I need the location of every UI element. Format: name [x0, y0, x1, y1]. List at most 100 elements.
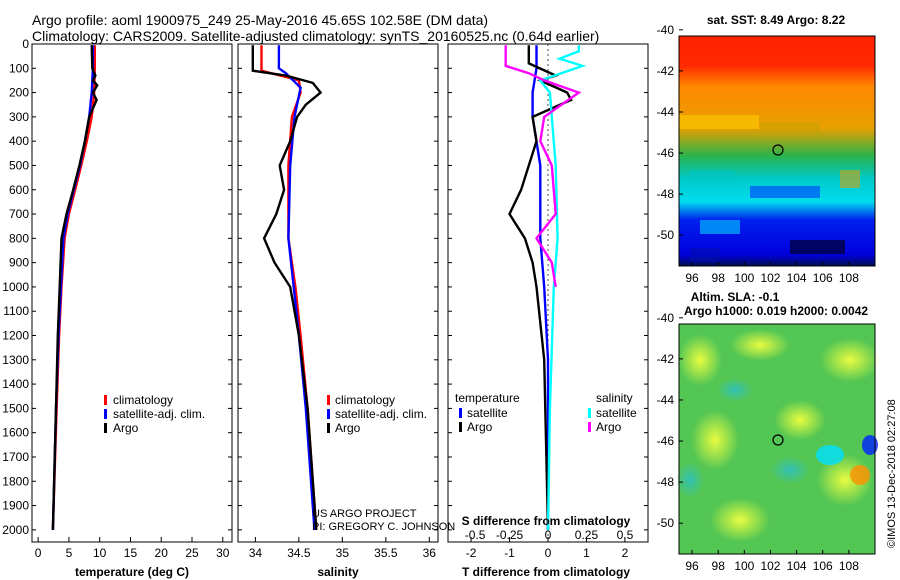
- depth-tick-label: 100: [9, 61, 29, 75]
- depth-tick-label: 400: [9, 134, 29, 148]
- depth-tick-label: 1300: [2, 353, 29, 367]
- title-line-1: Argo profile: aoml 1900975_249 25-May-20…: [32, 12, 489, 28]
- lat-tick-label: -48: [657, 475, 675, 489]
- x-tick-label: 5: [66, 546, 73, 560]
- salinity-xlabel: salinity: [317, 565, 359, 579]
- difference-xlabel: T difference from climatology: [462, 565, 630, 579]
- depth-tick-label: 800: [9, 231, 29, 245]
- lat-tick-label: -44: [657, 105, 675, 119]
- lat-tick-label: -46: [657, 434, 675, 448]
- sla-map-title-1: Altim. SLA: -0.1: [691, 290, 780, 304]
- sst-map: sat. SST: 8.49 Argo: 8.22 96 98 100 102 104 1…: [657, 13, 876, 285]
- lat-tick-label: -44: [657, 393, 675, 407]
- sal-legend-satellite-adj: satellite-adj. clim.: [335, 407, 427, 421]
- legend-t-argo: Argo: [467, 420, 493, 434]
- lon-tick-label: 106: [813, 271, 833, 285]
- depth-tick-label: 500: [9, 158, 29, 172]
- x-tick-label: 30: [216, 546, 230, 560]
- sla-lon-ticks: 96 98 100 102 104 106 108: [685, 550, 859, 573]
- salinity-depth-ticks: [238, 43, 438, 531]
- lon-tick-label: 104: [787, 559, 807, 573]
- difference-legend: temperature salinity satellite Argo sate…: [455, 391, 637, 434]
- lon-tick-label: 108: [839, 559, 859, 573]
- lon-tick-label: 102: [760, 271, 780, 285]
- sst-lon-ticks: 96 98 100 102 104 106 108: [685, 262, 859, 285]
- series-s-argo: [504, 45, 582, 288]
- legend-t-satellite: satellite: [467, 406, 508, 420]
- lat-tick-label: -40: [657, 311, 675, 325]
- credits-project: US ARGO PROJECT: [312, 508, 417, 520]
- x-tick-label: 15: [124, 546, 138, 560]
- depth-tick-label: 1200: [2, 329, 29, 343]
- credits-pi: PI: GREGORY C. JOHNSON: [312, 521, 456, 533]
- series-argo: [51, 45, 99, 530]
- temperature-series: [51, 45, 99, 530]
- depth-axis-ticks: 0 100 200 300 400 500 600 700 800 900 1000 1100 1200…: [2, 37, 232, 537]
- sal-legend-climatology: climatology: [335, 393, 395, 407]
- sla-lat-ticks: -40 -42 -44 -46 -48 -50: [657, 311, 683, 530]
- lat-tick-label: -42: [657, 352, 675, 366]
- legend-climatology: climatology: [113, 393, 173, 407]
- depth-tick-label: 1700: [2, 450, 29, 464]
- depth-tick-label: 600: [9, 183, 29, 197]
- sal-legend-argo: Argo: [335, 421, 361, 435]
- salinity-series: [251, 45, 323, 530]
- lon-tick-label: 108: [839, 271, 859, 285]
- x-tick-label: 20: [155, 546, 169, 560]
- imos-timestamp: ©IMOS 13-Dec-2018 02:27:08: [886, 399, 898, 548]
- depth-tick-label: 300: [9, 110, 29, 124]
- lat-tick-label: -46: [657, 146, 675, 160]
- lon-tick-label: 96: [685, 271, 699, 285]
- lon-tick-label: 96: [685, 559, 699, 573]
- legend-temperature-title: temperature: [455, 391, 520, 405]
- sst-map-title: sat. SST: 8.49 Argo: 8.22: [707, 13, 846, 27]
- x-tick-label: 34: [249, 546, 263, 560]
- lon-tick-label: 98: [712, 559, 726, 573]
- salinity-panel: 34 34.5 35 35.5 36 salinity climatology sate…: [237, 43, 439, 579]
- temperature-axis-ticks: 0 5 10 15 20 25 30: [35, 537, 230, 560]
- difference-depth-ticks: [448, 43, 648, 531]
- x-tick-label: 0: [545, 546, 552, 560]
- depth-tick-label: 1100: [3, 304, 29, 318]
- series-s-satellite: [538, 45, 587, 530]
- x-tick-label: -2: [466, 546, 477, 560]
- series-argo: [251, 45, 323, 530]
- x-tick-label: 35: [336, 546, 350, 560]
- legend-s-argo: Argo: [596, 420, 622, 434]
- salinity-difference-ticks: -0.5 -0.25 0 0.25 0.5: [465, 528, 634, 542]
- lat-tick-label: -48: [657, 187, 675, 201]
- sst-lat-ticks: -40 -42 -44 -46 -48 -50: [657, 23, 683, 242]
- depth-tick-label: 1900: [2, 499, 29, 513]
- temperature-xlabel: temperature (deg C): [75, 565, 189, 579]
- salinity-legend: climatology satellite-adj. clim. Argo: [327, 393, 427, 435]
- series-t-satellite: [531, 45, 550, 530]
- sla-map-title-2: Argo h1000: 0.019 h2000: 0.0042: [684, 304, 868, 318]
- s-diff-tick-label: -0.25: [496, 528, 524, 542]
- x-tick-label: 35.5: [374, 546, 398, 560]
- lat-tick-label: -50: [657, 228, 675, 242]
- sla-map: Altim. SLA: -0.1 Argo h1000: 0.019 h2000…: [657, 290, 880, 573]
- depth-tick-label: 900: [9, 256, 29, 270]
- lon-tick-label: 98: [712, 271, 726, 285]
- lat-tick-label: -40: [657, 23, 675, 37]
- x-tick-label: -1: [504, 546, 515, 560]
- difference-panel: -2 -1 0 1 2 T difference from climatology S …: [447, 43, 649, 579]
- s-diff-tick-label: 0.25: [575, 528, 599, 542]
- float-marker-sst: [772, 144, 784, 156]
- x-tick-label: 25: [185, 546, 199, 560]
- legend-s-satellite: satellite: [596, 406, 637, 420]
- lat-tick-label: -42: [657, 64, 675, 78]
- depth-tick-label: 1000: [2, 280, 29, 294]
- lon-tick-label: 100: [734, 271, 754, 285]
- title-line-2: Climatology: CARS2009. Satellite-adjuste…: [32, 28, 600, 44]
- depth-tick-label: 1600: [2, 426, 29, 440]
- salinity-axis-ticks: 34 34.5 35 35.5 36: [249, 537, 437, 560]
- temperature-panel: 0100200300400500600700800900100011001200…: [2, 37, 233, 579]
- x-tick-label: 1: [583, 546, 590, 560]
- float-marker-sla: [772, 434, 784, 446]
- temperature-legend: climatology satellite-adj. clim. Argo: [104, 393, 205, 435]
- x-tick-label: 36: [423, 546, 437, 560]
- s-diff-tick-label: 0.5: [617, 528, 634, 542]
- legend-argo: Argo: [113, 421, 139, 435]
- lon-tick-label: 104: [787, 271, 807, 285]
